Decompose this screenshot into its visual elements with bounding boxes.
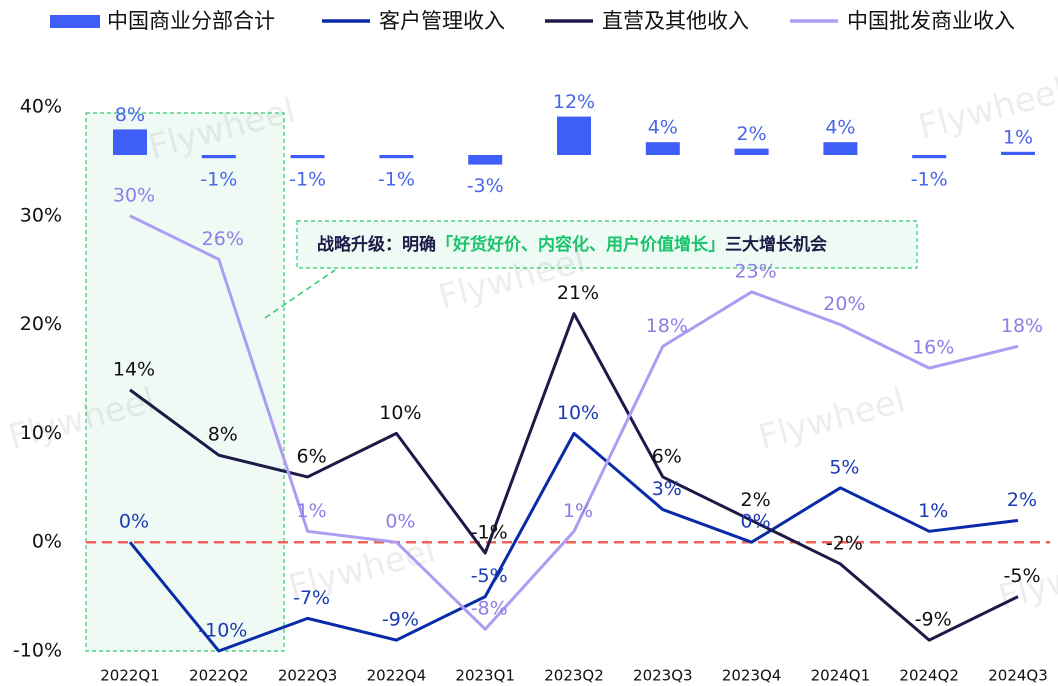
bar-label: 4% — [825, 117, 855, 139]
bar — [290, 155, 325, 159]
x-tick-label: 2022Q3 — [278, 667, 338, 685]
annotation-pointer — [264, 269, 336, 319]
x-tick-label: 2024Q3 — [988, 667, 1048, 685]
data-label: 2% — [1007, 489, 1037, 511]
data-label: 18% — [1001, 315, 1043, 337]
x-tick-label: 2023Q1 — [455, 667, 515, 685]
highlight-box — [85, 112, 285, 652]
y-tick-label: 0% — [32, 531, 62, 553]
data-label: -9% — [382, 609, 419, 631]
bar-label: 1% — [1003, 126, 1033, 148]
watermark: Flywheel — [914, 70, 1058, 147]
bar-label: -1% — [378, 169, 415, 191]
data-label: 6% — [652, 445, 682, 467]
data-label: 21% — [557, 282, 599, 304]
y-tick-label: 10% — [20, 422, 62, 444]
data-label: -2% — [826, 532, 863, 554]
y-tick-label: 40% — [20, 96, 62, 118]
bar-label: -1% — [911, 169, 948, 191]
bar — [557, 116, 591, 155]
data-label: -5% — [1004, 565, 1041, 587]
annotation: 战略升级：明确「好货好价、内容化、用户价值增长」三大增长机会 — [317, 234, 827, 255]
data-label: 8% — [208, 424, 238, 446]
bar-label: 4% — [648, 117, 678, 139]
data-label: -8% — [471, 598, 508, 620]
legend-label: 直营及其他收入 — [602, 9, 749, 33]
x-tick-label: 2023Q4 — [722, 667, 782, 685]
legend-label: 中国批发商业收入 — [847, 9, 1015, 33]
data-label: 30% — [113, 184, 155, 206]
bar — [645, 142, 680, 155]
data-label: 0% — [741, 511, 771, 533]
bar-label: -3% — [467, 175, 504, 197]
data-label: 6% — [297, 445, 327, 467]
bar — [1001, 151, 1035, 155]
data-label: 10% — [379, 402, 421, 424]
data-label: 26% — [202, 228, 244, 250]
line — [129, 312, 1019, 642]
data-label: 1% — [297, 500, 327, 522]
y-tick-label: -10% — [13, 640, 62, 662]
data-label: 18% — [646, 315, 688, 337]
watermark: Flywheel — [754, 380, 909, 457]
data-label: 1% — [563, 500, 593, 522]
data-label: 16% — [912, 337, 954, 359]
data-label: 2% — [741, 489, 771, 511]
bar — [912, 155, 947, 159]
legend-swatch — [50, 15, 100, 28]
x-tick-label: 2024Q1 — [811, 667, 871, 685]
line — [128, 431, 1019, 653]
data-label: 3% — [652, 478, 682, 500]
bar — [201, 155, 236, 159]
y-tick-label: 20% — [20, 313, 62, 335]
data-label: -9% — [915, 609, 952, 631]
data-label: -7% — [293, 587, 330, 609]
data-label: 14% — [113, 358, 155, 380]
bar — [734, 148, 769, 155]
x-tick-label: 2024Q2 — [899, 667, 959, 685]
bar — [113, 129, 147, 155]
bar-label: 2% — [737, 123, 767, 145]
bar-label: -1% — [200, 169, 237, 191]
x-tick-label: 2023Q2 — [544, 667, 604, 685]
data-label: -10% — [198, 620, 247, 642]
data-label: 5% — [829, 456, 859, 478]
bar-label: -1% — [289, 169, 326, 191]
y-tick-label: 30% — [20, 204, 62, 226]
legend-label: 客户管理收入 — [379, 9, 505, 33]
legend-label: 中国商业分部合计 — [107, 9, 275, 33]
bar — [468, 155, 503, 165]
x-tick-label: 2022Q4 — [367, 667, 427, 685]
bar — [379, 155, 414, 159]
data-label: 0% — [385, 511, 415, 533]
data-label: -5% — [471, 565, 508, 587]
annotation-highlight: 「好货好价、内容化、用户价值增长」 — [436, 234, 725, 255]
annotation-part: 三大增长机会 — [725, 234, 827, 255]
data-label: 1% — [918, 500, 948, 522]
data-label: 23% — [734, 260, 776, 282]
data-label: 0% — [119, 511, 149, 533]
x-tick-label: 2022Q2 — [189, 667, 249, 685]
data-label: -1% — [471, 522, 508, 544]
x-tick-label: 2023Q3 — [633, 667, 693, 685]
bar-label: 8% — [115, 104, 145, 126]
annotation-part: 战略升级：明确 — [317, 234, 436, 255]
bar-label: 12% — [553, 91, 595, 113]
bar — [823, 142, 858, 155]
x-tick-label: 2022Q1 — [100, 667, 160, 685]
annotation-box — [296, 220, 918, 269]
data-label: 20% — [823, 293, 865, 315]
line — [129, 214, 1019, 631]
data-label: 10% — [557, 402, 599, 424]
